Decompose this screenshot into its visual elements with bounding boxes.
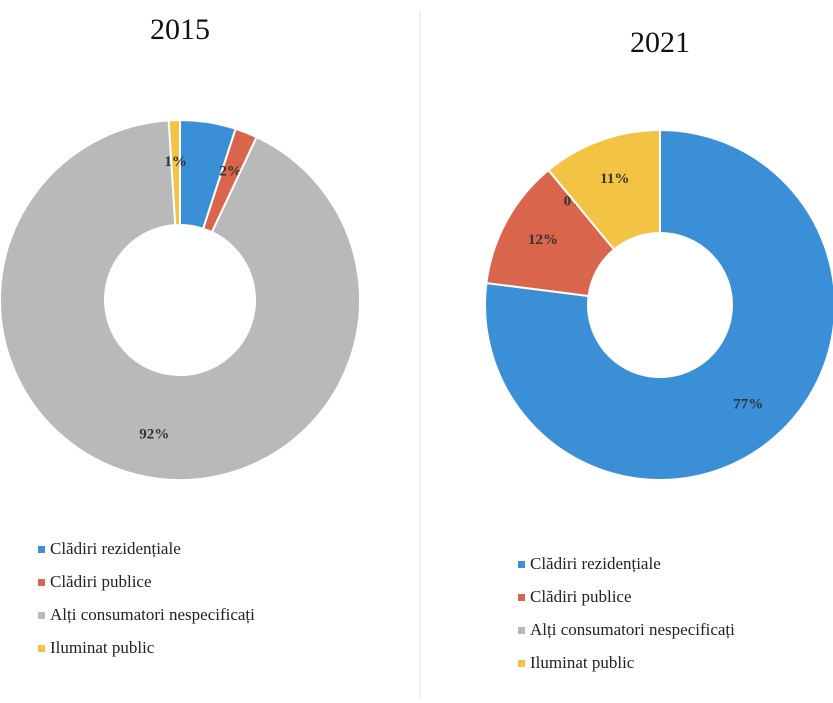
legend-swatch	[38, 645, 45, 652]
legend-label: Clădiri publice	[530, 587, 632, 606]
chart-title: 2015	[150, 13, 210, 46]
legend-swatch	[518, 627, 525, 634]
legend-label: Alți consumatori nespecificați	[530, 620, 735, 639]
slice-label: 1%	[164, 154, 187, 170]
donut-slice	[167, 118, 181, 227]
slice-label: 12%	[528, 232, 558, 248]
legend-swatch	[518, 561, 525, 568]
legend-swatch	[38, 546, 45, 553]
chart-title: 2021	[630, 26, 690, 59]
legend-swatch	[38, 612, 45, 619]
donut-slice	[484, 128, 833, 481]
slice-label: 92%	[139, 427, 169, 443]
legend-label: Alți consumatori nespecificați	[50, 605, 255, 624]
donut-slice	[0, 119, 361, 481]
legend-label: Iluminat public	[530, 653, 635, 672]
legend-label: Clădiri rezidențiale	[50, 539, 181, 558]
donut-slice	[547, 128, 661, 251]
legend-swatch	[38, 579, 45, 586]
legend-label: Iluminat public	[50, 638, 155, 657]
legend-swatch	[518, 660, 525, 667]
slice-label: 2%	[219, 164, 242, 180]
legend-label: Clădiri publice	[50, 572, 152, 591]
legend-swatch	[518, 594, 525, 601]
legend-label: Clădiri rezidențiale	[530, 554, 661, 573]
slice-label: 11%	[600, 171, 629, 187]
slice-label: 77%	[733, 397, 763, 413]
